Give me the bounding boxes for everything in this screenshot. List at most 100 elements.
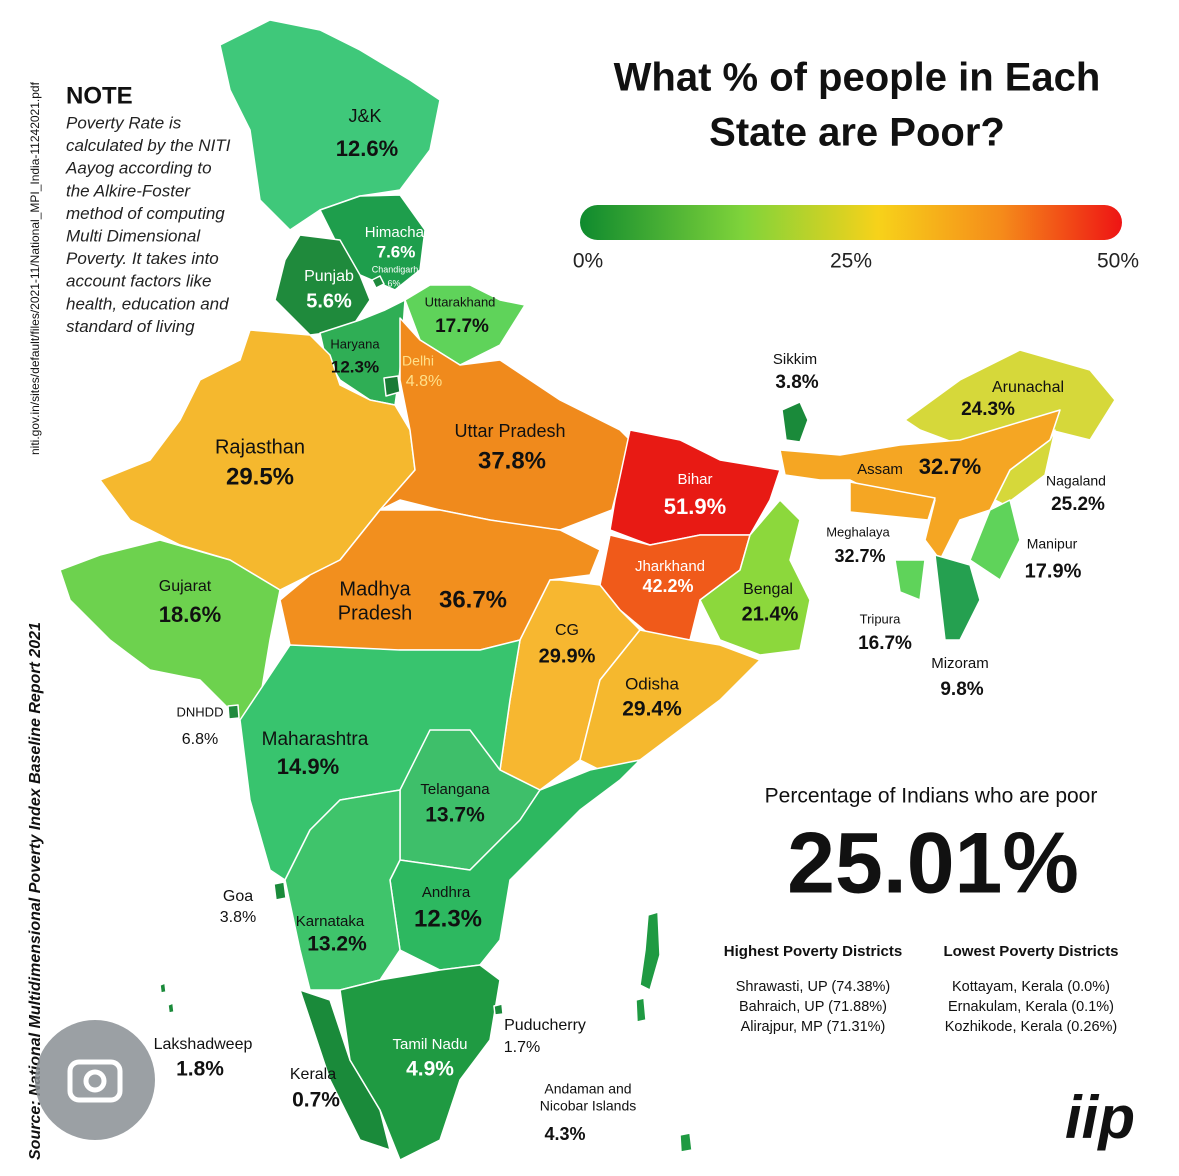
lowest-item: Ernakulam, Kerala (0.1%) <box>948 999 1114 1015</box>
note-line: Aayog according to <box>65 159 212 178</box>
state-value: 42.2% <box>642 576 693 596</box>
state-name: Meghalaya <box>826 524 890 539</box>
state-name: J&K <box>348 106 381 126</box>
lowest-item: Kottayam, Kerala (0.0%) <box>952 979 1110 995</box>
state-name: Tamil Nadu <box>392 1036 467 1053</box>
state-value: 0.7% <box>292 1089 340 1112</box>
state-value: 51.9% <box>664 494 726 519</box>
title-line: What % of people in Each <box>614 56 1101 100</box>
state-name: CG <box>555 622 579 639</box>
state-shape <box>227 704 240 720</box>
lens-icon <box>35 1020 155 1140</box>
state-shape <box>493 1003 504 1016</box>
state-shape <box>635 997 647 1023</box>
state-name: Haryana <box>330 336 380 351</box>
state-name: Kerala <box>290 1066 336 1083</box>
state-value: 37.8% <box>478 447 546 474</box>
state-value: 13.7% <box>425 804 485 827</box>
state-name: Bengal <box>743 581 793 598</box>
summary-label: Percentage of Indians who are poor <box>765 785 1098 808</box>
state-value: 13.2% <box>307 933 367 956</box>
state-name: Madhya <box>339 578 411 600</box>
state-value: 29.9% <box>539 645 596 667</box>
state-name: Puducherry <box>504 1017 586 1034</box>
state-name: Jharkhand <box>635 558 705 575</box>
state-name: Andaman and <box>544 1081 631 1097</box>
state-shape <box>167 1002 175 1014</box>
state-shape <box>904 349 1116 446</box>
note-line: calculated by the NITI <box>66 136 231 155</box>
state-shape <box>159 982 167 994</box>
state-value: 24.3% <box>961 399 1015 420</box>
highest-heading: Highest Poverty Districts <box>724 943 902 960</box>
state-name: Chandigarh <box>372 264 419 274</box>
note-line: the Alkire-Foster <box>66 181 191 200</box>
color-scale <box>580 205 1122 240</box>
state-value: 6.8% <box>182 731 218 748</box>
scale-label: 50% <box>1097 250 1139 273</box>
summary-value: 25.01% <box>787 816 1079 912</box>
source-url: niti.gov.in/sites/default/files/2021-11/… <box>28 81 42 455</box>
state-name: Andhra <box>422 884 471 901</box>
note-line: Poverty Rate is <box>66 113 182 132</box>
state-name: Arunachal <box>992 379 1064 396</box>
state-name: Nicobar Islands <box>540 1098 637 1114</box>
state-name: Goa <box>223 888 253 905</box>
state-shape <box>284 789 401 991</box>
lens-bubble <box>35 1020 155 1140</box>
state-value: 29.5% <box>226 463 294 490</box>
highest-item: Alirajpur, MP (71.31%) <box>741 1019 886 1035</box>
lens-camera-eye <box>83 1069 107 1093</box>
state-value: 25.2% <box>1051 494 1105 515</box>
state-name: Karnataka <box>296 913 365 930</box>
state-name: Rajasthan <box>215 436 305 458</box>
state-value: 5.6% <box>306 290 352 312</box>
district-lists: Shrawasti, UP (74.38%) Bahraich, UP (71.8… <box>736 979 1117 1035</box>
state-value: 12.6% <box>336 136 398 161</box>
state-shape <box>219 19 441 231</box>
state-shape <box>579 629 761 771</box>
state-shape <box>779 409 1061 561</box>
note-line: method of computing <box>66 204 225 223</box>
state-name: Uttarakhand <box>425 294 496 309</box>
state-name: Sikkim <box>773 351 817 368</box>
state-value: 6% <box>387 278 400 288</box>
state-name: Odisha <box>625 674 679 693</box>
state-shape <box>894 559 926 601</box>
state-value: 3.8% <box>220 909 256 926</box>
state-value: 29.4% <box>622 698 682 721</box>
state-value: 36.7% <box>439 586 507 613</box>
state-shape <box>299 989 391 1151</box>
source: Source: National Multidimensional Povert… <box>27 622 44 1160</box>
state-value: 1.8% <box>176 1058 224 1081</box>
state-shape <box>383 375 401 397</box>
state-shape <box>273 881 287 901</box>
state-value: 17.7% <box>435 316 489 337</box>
scale-label: 25% <box>830 250 872 273</box>
state-shape <box>679 1132 693 1153</box>
state-name: Pradesh <box>338 602 413 624</box>
note-line: account factors like <box>66 272 212 291</box>
state-value: 9.8% <box>940 679 983 700</box>
state-name: Manipur <box>1027 536 1078 552</box>
state-value: 16.7% <box>858 633 912 654</box>
state-value: 4.8% <box>406 373 442 390</box>
state-name: Delhi <box>402 353 434 369</box>
highest-item: Shrawasti, UP (74.38%) <box>736 979 890 995</box>
state-value: 4.3% <box>544 1124 585 1144</box>
note-heading: NOTE <box>66 82 133 109</box>
state-value: 32.7% <box>834 546 885 566</box>
note-line: Poverty. It takes into <box>66 249 219 268</box>
highest-item: Bahraich, UP (71.88%) <box>739 999 887 1015</box>
state-value: 18.6% <box>159 602 221 627</box>
state-name: Assam <box>857 461 903 478</box>
state-value: 17.9% <box>1025 560 1082 582</box>
lowest-item: Kozhikode, Kerala (0.26%) <box>945 1019 1118 1035</box>
state-shapes <box>59 19 1116 1161</box>
state-shape <box>969 499 1021 581</box>
state-shape <box>934 554 981 641</box>
lens-camera <box>67 1059 123 1103</box>
state-shape <box>781 401 809 443</box>
logo: iip <box>1065 1084 1135 1151</box>
